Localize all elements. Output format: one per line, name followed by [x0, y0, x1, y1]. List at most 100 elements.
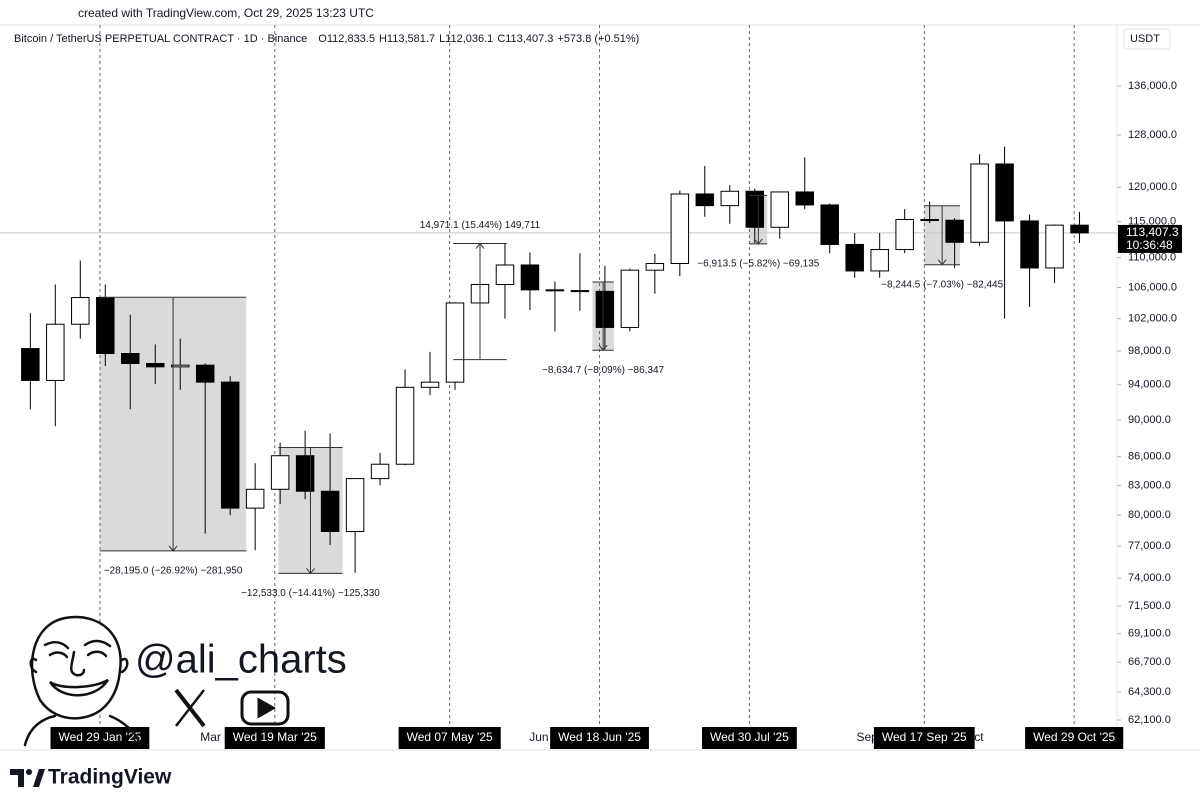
marker-label: Wed 18 Jun '25 [558, 730, 641, 744]
ohlc-value: H113,581.7 [379, 33, 435, 45]
y-tick-label: 71,500.0 [1128, 600, 1171, 612]
candle-body [570, 290, 590, 293]
ohlc-value: L112,036.1 [439, 33, 493, 45]
measure-label: −6,913.5 (−5.82%) −69,135 [697, 259, 819, 270]
candle-body [295, 455, 315, 492]
y-tick-label: 106,000.0 [1128, 281, 1177, 293]
marker-label: Wed 19 Mar '25 [233, 730, 317, 744]
marker-label-box [873, 727, 975, 749]
candle-body [795, 191, 814, 206]
measure-arrowhead [753, 238, 763, 245]
candle-body [370, 463, 390, 480]
marker-label: Wed 17 Sep '25 [882, 730, 967, 744]
candle-body [920, 219, 939, 222]
marker-label-box [1025, 727, 1124, 749]
tradingview-logo[interactable] [10, 769, 45, 787]
candle-body [820, 204, 839, 245]
candle-body [345, 478, 365, 532]
measure-arrowhead [598, 344, 608, 352]
y-tick-label: 115,000.0 [1128, 216, 1176, 228]
marker-label-box [224, 727, 325, 749]
last-price-label: 113,407.3 [1126, 225, 1179, 239]
y-tick-label: 62,100.0 [1128, 714, 1171, 726]
y-tick-label: 136,000.0 [1128, 80, 1177, 92]
y-tick-label: 86,000.0 [1128, 451, 1171, 463]
measure-arrowhead [937, 259, 947, 266]
candle-body [645, 262, 665, 271]
marker-label: Wed 29 Oct '25 [1033, 730, 1115, 744]
created-with: created with TradingView.com, Oct 29, 20… [78, 6, 374, 20]
candle-body [845, 243, 864, 272]
currency-box[interactable] [1123, 28, 1171, 50]
candle-body [245, 488, 265, 509]
ohlc-value: C113,407.3 [497, 33, 553, 45]
candle-body [895, 219, 914, 251]
y-tick-label: 77,000.0 [1128, 540, 1171, 552]
candle-body [220, 381, 240, 509]
x-tick-label: Mar [200, 730, 221, 744]
measure-label: −12,533.0 (−14.41%) −125,330 [241, 588, 380, 599]
y-tick-label: 94,000.0 [1128, 379, 1171, 391]
candle-body [945, 219, 964, 243]
y-tick-label: 69,100.0 [1128, 628, 1171, 640]
candle-body [495, 264, 515, 286]
y-tick-label: 120,000.0 [1128, 181, 1177, 193]
candle-body [1020, 220, 1039, 269]
y-tick-label: 66,700.0 [1128, 656, 1171, 668]
marker-label-box [50, 727, 150, 749]
candle-body [445, 302, 465, 383]
y-tick-label: 80,000.0 [1128, 509, 1171, 521]
candle-body [420, 381, 440, 388]
marker-label: Wed 29 Jan '25 [59, 730, 142, 744]
measure-label: −28,195.0 (−26.92%) −281,950 [104, 566, 243, 577]
candle-body [970, 163, 989, 243]
y-tick-label: 74,000.0 [1128, 572, 1171, 584]
candle-body [320, 490, 340, 532]
x-tick-label: Sep [857, 730, 879, 744]
candle-body [96, 297, 115, 354]
marker-label-box [398, 727, 501, 749]
candle-body [995, 163, 1014, 222]
candle-body [270, 455, 290, 490]
avatar [23, 615, 142, 747]
y-tick-label: 83,000.0 [1128, 479, 1171, 491]
candle-body [695, 193, 715, 207]
candle-body [870, 249, 889, 272]
x-icon[interactable] [174, 688, 206, 728]
candle-body [720, 190, 740, 207]
marker-label-box [550, 727, 649, 749]
candle-body [520, 264, 540, 291]
measure-label: −8,634.7 (−8.09%) −86,347 [542, 365, 664, 376]
measure-label: 14,971.1 (15.44%) 149,711 [420, 220, 541, 231]
marker-label: Wed 30 Jul '25 [710, 730, 789, 744]
candle-body [121, 352, 140, 364]
candle-body [21, 348, 40, 381]
watermark-handle: @ali_charts [135, 638, 347, 682]
marker-label: Wed 07 May '25 [407, 730, 493, 744]
candle-body [46, 323, 65, 381]
candle-body [170, 364, 190, 368]
currency[interactable]: USDT [1130, 33, 1160, 45]
candle-body [145, 362, 165, 368]
candle-body [1070, 224, 1089, 234]
candle-body [71, 297, 90, 325]
last-price-tag [1118, 224, 1182, 253]
symbol-title: Bitcoin / TetherUS PERPETUAL CONTRACT · … [14, 33, 307, 45]
x-tick-label: Jun [529, 730, 548, 744]
y-tick-label: 102,000.0 [1128, 313, 1177, 325]
candle-body [195, 364, 215, 383]
ohlc-value: O112,833.5 [318, 33, 375, 45]
candle-body [620, 269, 640, 328]
candle-body [545, 289, 565, 292]
ohlc-value: +573.8 (+0.51%) [557, 33, 639, 45]
candle-body [395, 386, 415, 465]
y-tick-label: 90,000.0 [1128, 414, 1171, 426]
candle-body [595, 290, 615, 328]
youtube-icon[interactable] [240, 690, 290, 726]
marker-label-box [702, 727, 797, 749]
footer-brand[interactable]: TradingView [48, 766, 172, 789]
measure-arrowhead [475, 242, 485, 249]
countdown: 10:36:48 [1126, 238, 1173, 252]
candle-body [1045, 224, 1064, 269]
